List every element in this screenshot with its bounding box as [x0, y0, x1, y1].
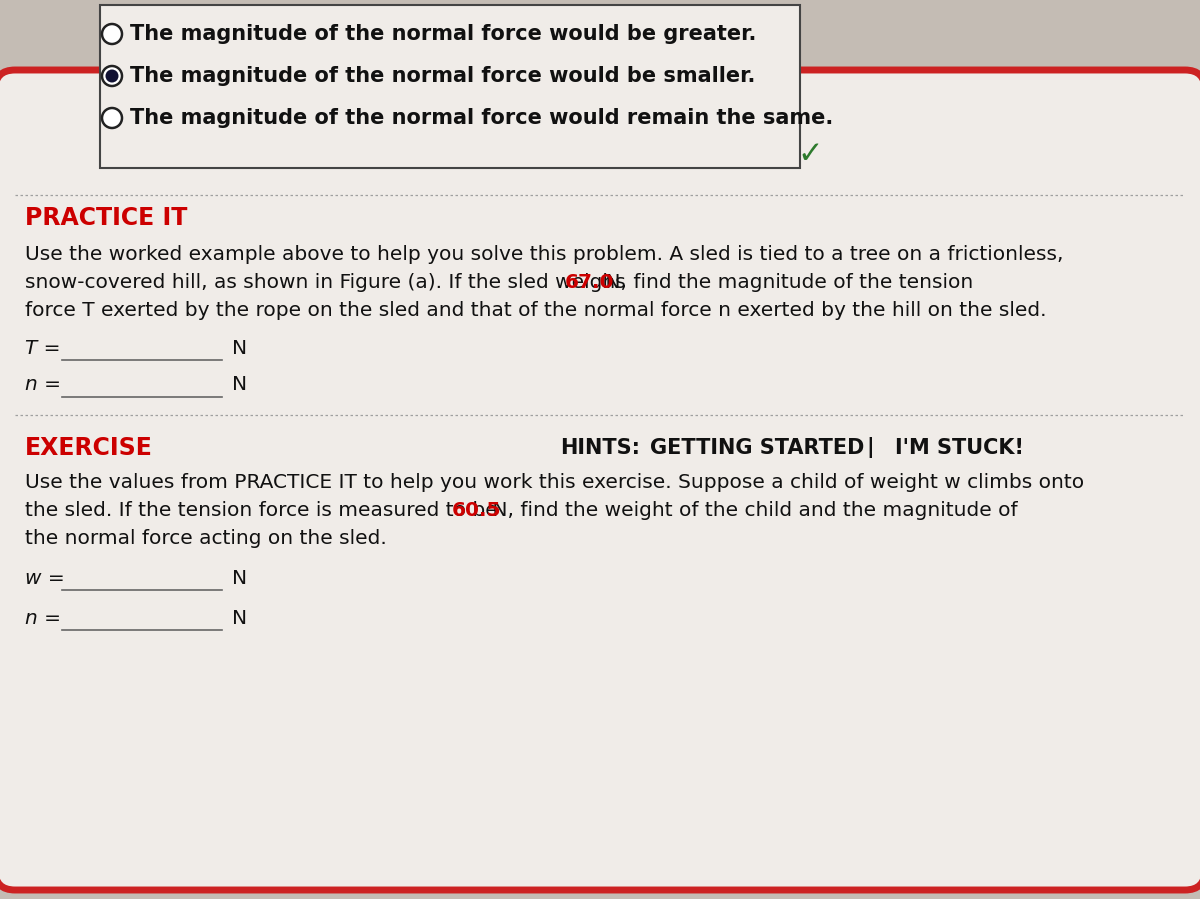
Text: n =: n =	[25, 609, 61, 628]
Text: I'M STUCK!: I'M STUCK!	[895, 438, 1024, 458]
Circle shape	[102, 24, 122, 44]
Text: The magnitude of the normal force would be greater.: The magnitude of the normal force would …	[130, 24, 756, 44]
FancyBboxPatch shape	[100, 5, 800, 168]
Text: Use the worked example above to help you solve this problem. A sled is tied to a: Use the worked example above to help you…	[25, 245, 1063, 264]
Text: N, find the weight of the child and the magnitude of: N, find the weight of the child and the …	[486, 502, 1018, 521]
Text: N, find the magnitude of the tension: N, find the magnitude of the tension	[599, 273, 973, 292]
Text: The magnitude of the normal force would remain the same.: The magnitude of the normal force would …	[130, 108, 833, 128]
Text: the sled. If the tension force is measured to be: the sled. If the tension force is measur…	[25, 502, 504, 521]
Text: n =: n =	[25, 376, 61, 395]
Circle shape	[102, 108, 122, 128]
Circle shape	[102, 66, 122, 86]
Text: N: N	[232, 568, 247, 588]
Text: snow-covered hill, as shown in Figure (a). If the sled weighs: snow-covered hill, as shown in Figure (a…	[25, 273, 632, 292]
Text: HINTS:: HINTS:	[560, 438, 640, 458]
Text: The magnitude of the normal force would be smaller.: The magnitude of the normal force would …	[130, 66, 755, 86]
FancyBboxPatch shape	[0, 70, 1200, 890]
Text: ✓: ✓	[797, 140, 823, 170]
Circle shape	[106, 69, 119, 83]
Text: N: N	[232, 376, 247, 395]
Text: PRACTICE IT: PRACTICE IT	[25, 206, 187, 230]
Text: Use the values from PRACTICE IT to help you work this exercise. Suppose a child : Use the values from PRACTICE IT to help …	[25, 474, 1084, 493]
Text: GETTING STARTED: GETTING STARTED	[650, 438, 864, 458]
Text: N: N	[232, 339, 247, 358]
Text: N: N	[232, 609, 247, 628]
Text: the normal force acting on the sled.: the normal force acting on the sled.	[25, 530, 386, 548]
Text: T =: T =	[25, 339, 60, 358]
Text: 60.5: 60.5	[451, 502, 500, 521]
Text: snow-covered hill, as shown in Figure (a). If the sled weighs 67.0 N, find the m: snow-covered hill, as shown in Figure (a…	[25, 273, 1051, 292]
Text: EXERCISE: EXERCISE	[25, 436, 152, 460]
Text: |: |	[866, 438, 874, 458]
Text: 67.0: 67.0	[564, 273, 614, 292]
Text: force T exerted by the rope on the sled and that of the normal force n exerted b: force T exerted by the rope on the sled …	[25, 301, 1046, 321]
Text: w =: w =	[25, 568, 65, 588]
